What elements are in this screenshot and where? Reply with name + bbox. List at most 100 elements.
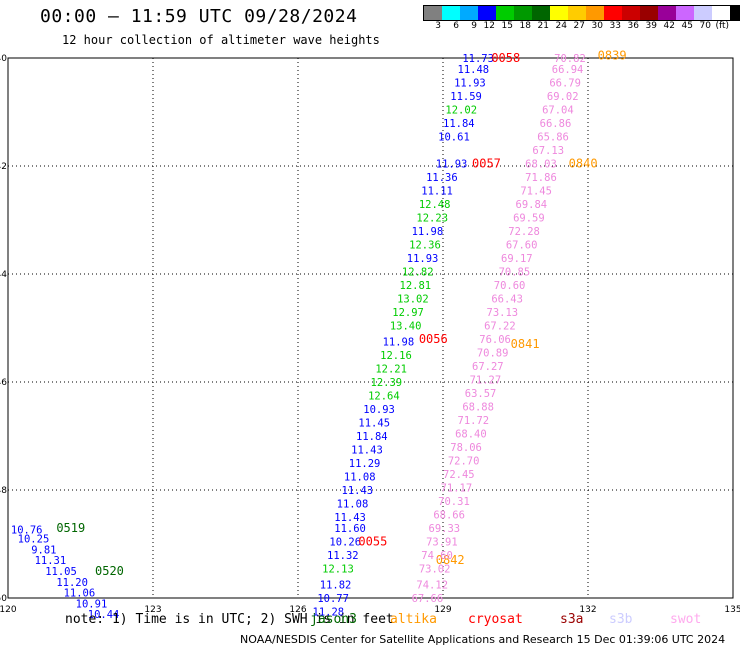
data-point-jason3: 11.06 <box>64 588 96 600</box>
data-point-swot: 70.89 <box>477 347 509 359</box>
data-point-jason3: 11.20 <box>56 577 88 589</box>
y-tick-label: -40 <box>0 54 7 64</box>
data-point-cryosat: 11.08 <box>344 472 376 484</box>
data-point-swot: 68.88 <box>462 401 494 413</box>
color-scale-label: 21 <box>537 21 549 31</box>
x-tick-label: 120 <box>0 605 17 615</box>
data-point-swot: 72.28 <box>508 226 540 238</box>
data-point-swot: 70.31 <box>438 496 470 508</box>
time-label-altika: 0839 <box>598 48 627 62</box>
data-point-cryosat: 11.08 <box>337 499 369 511</box>
color-scale-bar <box>423 5 740 21</box>
color-swatch <box>640 6 658 20</box>
time-label-cryosat: 0056 <box>419 332 448 346</box>
data-point-swot: 66.79 <box>549 77 581 89</box>
data-point-swot: 68.03 <box>525 158 557 170</box>
x-tick-label: 123 <box>144 605 161 615</box>
data-point-swot: 63.57 <box>465 388 497 400</box>
data-point-cryosat: 11.93 <box>454 77 486 89</box>
data-point-jason3: 10.25 <box>18 534 50 546</box>
data-point-swot: 69.84 <box>516 199 548 211</box>
data-point-swot: 71.17 <box>441 482 473 494</box>
data-point-swot: 66.94 <box>552 64 584 76</box>
data-point-swot: 71.72 <box>458 415 490 427</box>
plot-frame <box>7 57 734 599</box>
time-label-cryosat: 0057 <box>472 156 501 170</box>
data-point-swot: 73.02 <box>419 563 451 575</box>
color-swatch <box>460 6 478 20</box>
time-label-altika: 0841 <box>511 337 540 351</box>
time-label-cryosat: 0055 <box>358 534 387 548</box>
data-point-cryosat: 10.93 <box>363 404 395 416</box>
time-label-cryosat: 0058 <box>491 51 520 65</box>
data-point-jason3: 11.05 <box>45 566 77 578</box>
data-point-swot: 68.66 <box>433 509 465 521</box>
y-tick-label: -50 <box>0 594 7 604</box>
data-point-swot: 71.86 <box>525 172 557 184</box>
data-point-cryosat: 13.40 <box>390 320 422 332</box>
color-scale-labels: 3 6 9 12 15 18 21 24 27 30 33 36 39 42 45 70 (ft) <box>423 21 729 31</box>
color-swatch <box>442 6 460 20</box>
data-point-cryosat: 11.82 <box>320 580 352 592</box>
data-point-swot: 73.13 <box>487 307 519 319</box>
color-swatch <box>496 6 514 20</box>
color-swatch <box>478 6 496 20</box>
data-point-swot: 69.33 <box>429 523 461 535</box>
data-point-cryosat: 11.43 <box>334 512 366 524</box>
data-point-cryosat: 11.11 <box>421 185 453 197</box>
data-point-swot: 78.06 <box>450 442 482 454</box>
x-tick-label: 126 <box>289 605 306 615</box>
color-swatch <box>658 6 676 20</box>
data-point-cryosat: 11.48 <box>458 64 490 76</box>
color-scale-label: 24 <box>555 21 567 31</box>
data-point-swot: 72.45 <box>443 469 475 481</box>
data-point-swot: 69.02 <box>547 91 579 103</box>
data-point-swot: 67.27 <box>472 361 504 373</box>
data-point-swot: 76.06 <box>479 334 511 346</box>
data-point-cryosat: 12.64 <box>368 391 400 403</box>
x-tick-label: 132 <box>579 605 596 615</box>
data-point-cryosat: 12.39 <box>371 377 403 389</box>
data-point-cryosat: 10.26 <box>329 536 361 548</box>
color-swatch <box>622 6 640 20</box>
data-point-swot: 67.60 <box>506 239 538 251</box>
color-swatch <box>550 6 568 20</box>
data-point-swot: 74.60 <box>421 550 453 562</box>
data-point-swot: 70.82 <box>554 53 586 65</box>
data-point-cryosat: 11.84 <box>443 118 475 130</box>
color-swatch <box>676 6 694 20</box>
data-point-cryosat: 11.43 <box>342 485 374 497</box>
y-tick-label: -44 <box>0 270 7 280</box>
color-swatch <box>532 6 550 20</box>
data-point-swot: 70.85 <box>499 266 531 278</box>
chart-subtitle: 12 hour collection of altimeter wave hei… <box>62 33 380 47</box>
data-point-swot: 66.86 <box>540 118 572 130</box>
time-label-jason3: 0519 <box>56 521 85 535</box>
color-swatch <box>712 6 730 20</box>
legend-entry-altika: altika <box>390 612 437 627</box>
time-label-altika: 0840 <box>569 156 598 170</box>
data-point-swot: 65.86 <box>537 131 569 143</box>
data-point-swot: 72.70 <box>448 455 480 467</box>
color-scale-label: 27 <box>573 21 585 31</box>
data-point-cryosat: 12.81 <box>400 280 432 292</box>
data-point-swot: 67.04 <box>542 104 574 116</box>
data-point-swot: 69.17 <box>501 253 533 265</box>
data-point-swot: 66.43 <box>491 293 523 305</box>
legend-entry-s3a: s3a <box>560 612 584 627</box>
data-point-swot: 71.45 <box>520 185 552 197</box>
legend-entry-swot: swot <box>670 612 702 627</box>
chart-title: 00:00 – 11:59 UTC 09/28/2024 <box>40 6 358 27</box>
color-swatch <box>424 6 442 20</box>
legend-entry-jason3: jason3 <box>310 612 357 627</box>
color-scale-label: 45 <box>681 21 693 31</box>
data-point-jason3: 9.81 <box>31 544 56 556</box>
color-swatch <box>694 6 712 20</box>
data-point-cryosat: 11.84 <box>356 431 388 443</box>
color-scale-label: 18 <box>519 21 531 31</box>
data-point-cryosat: 11.73 <box>462 53 494 65</box>
data-point-cryosat: 11.28 <box>313 607 345 619</box>
footnote: note: 1) Time is in UTC; 2) SWH is in fe… <box>65 612 394 627</box>
data-point-cryosat: 11.32 <box>327 550 359 562</box>
color-scale-label: 33 <box>609 21 621 31</box>
